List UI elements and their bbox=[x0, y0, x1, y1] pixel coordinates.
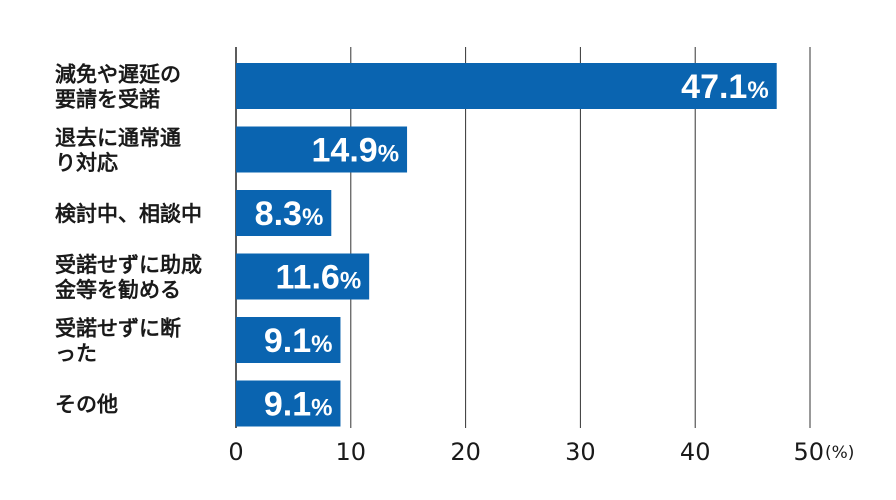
bar bbox=[236, 380, 341, 427]
category-label: 退去に通常通り対応 bbox=[55, 126, 181, 175]
x-tick-label: 40 bbox=[680, 438, 711, 466]
category-label: 受諾せずに助成金等を勧める bbox=[54, 253, 202, 302]
category-label: 受諾せずに断った bbox=[55, 317, 181, 366]
category-label: 検討中、相談中 bbox=[55, 202, 202, 226]
bar-value-label: 8.3% bbox=[255, 195, 324, 233]
bar bbox=[236, 253, 370, 300]
bar-value-label: 14.9% bbox=[312, 132, 400, 170]
x-tick-label: 30 bbox=[565, 438, 596, 466]
x-tick-labels: 0 10 20 30 40 50 bbox=[228, 438, 824, 466]
x-tick-label: 20 bbox=[450, 438, 481, 466]
x-tick-label: 50 bbox=[793, 438, 824, 466]
category-labels: 減免や遅延の要請を受諾退去に通常通り対応検討中、相談中受諾せずに助成金等を勧める… bbox=[54, 63, 202, 417]
category-label: その他 bbox=[55, 393, 118, 417]
x-tick-label: 10 bbox=[336, 438, 367, 466]
bars: 47.1% 14.9% 8.3% 11.6% 9.1% 9.1% bbox=[236, 63, 777, 427]
x-axis-unit: (%) bbox=[825, 443, 854, 463]
bar-value-label: 47.1% bbox=[681, 68, 769, 106]
bar bbox=[236, 317, 341, 363]
bar bbox=[236, 190, 332, 236]
category-label: 減免や遅延の要請を受諾 bbox=[55, 63, 181, 112]
bar-value-label: 9.1% bbox=[264, 322, 333, 360]
bar-value-label: 11.6% bbox=[276, 259, 362, 297]
bar bbox=[236, 63, 777, 109]
grid-lines bbox=[235, 47, 811, 428]
bar bbox=[236, 126, 408, 173]
x-tick-label: 0 bbox=[228, 438, 243, 466]
bar-value-label: 9.1% bbox=[264, 386, 333, 424]
